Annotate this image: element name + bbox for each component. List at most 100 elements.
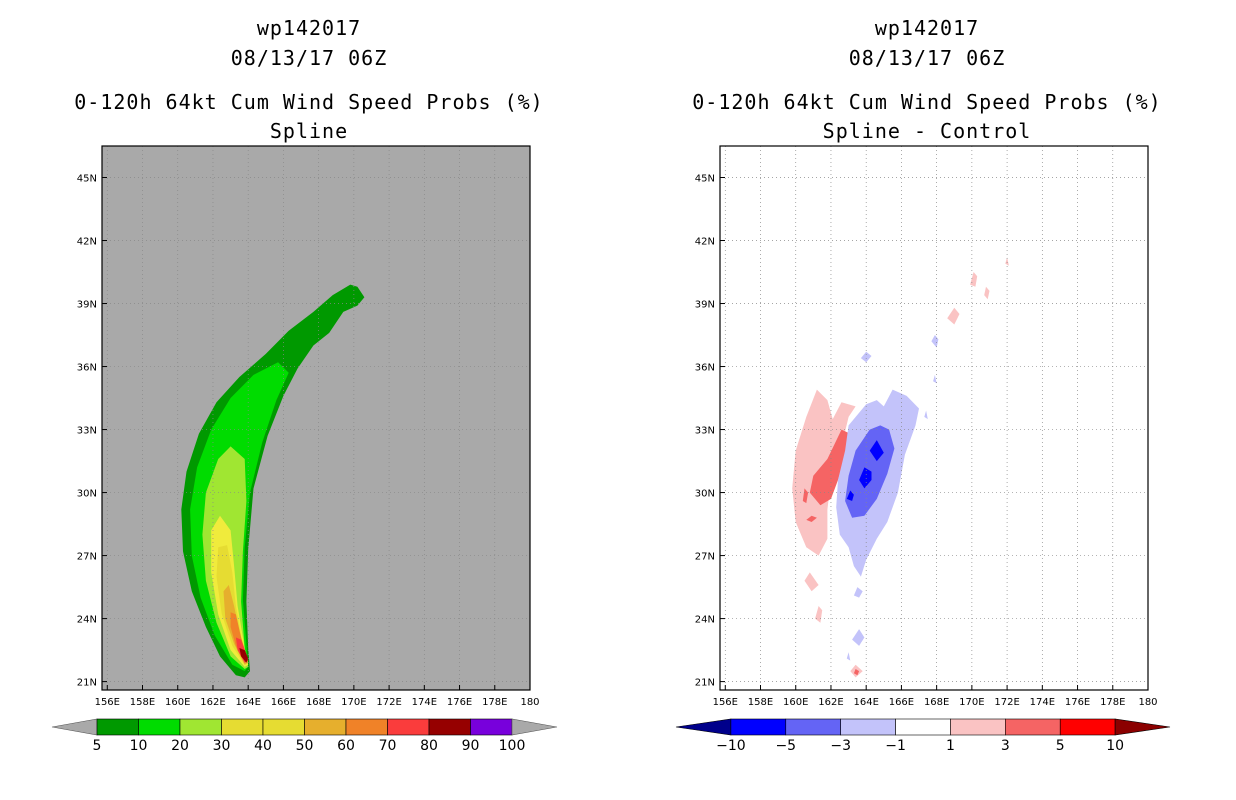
date-title: 08/13/17 06Z [230, 46, 388, 70]
colorbar-swatch [895, 718, 951, 736]
contour-level-3 [853, 669, 860, 676]
x-tick-label: 164E [853, 697, 878, 708]
colorbar-label: −1 [885, 738, 906, 754]
x-tick-label: 162E [200, 697, 225, 708]
contour-level-1 [1005, 257, 1009, 266]
colorbar-label: 50 [296, 738, 314, 754]
colorbar-label: 10 [1106, 738, 1124, 754]
map-background [102, 146, 530, 690]
colorbar-label: 5 [1056, 738, 1065, 754]
colorbar-label: 100 [499, 738, 526, 754]
colorbar: −10 −5 −3 −1 1 3 5 10 [675, 718, 1171, 754]
x-tick-label: 162E [818, 697, 843, 708]
contour-level-neg1 [933, 374, 937, 384]
y-tick-label: 21N [77, 678, 97, 689]
colorbar-swatch [387, 718, 430, 736]
x-tick-label: 156E [713, 697, 738, 708]
contour-level-neg5 [859, 467, 872, 489]
colorbar-swatch [96, 718, 139, 736]
colorbar-swatch [179, 718, 222, 736]
map-chart: 156E 158E 160E 162E 164E 166E 168E 170E 172E 174E… [675, 145, 1171, 754]
x-tick-label: 170E [341, 697, 366, 708]
colorbar-swatch [428, 718, 471, 736]
date-title: 08/13/17 06Z [848, 46, 1006, 70]
contour-level-1 [804, 572, 819, 592]
colorbar-swatch [470, 718, 513, 736]
colorbar-label: 20 [171, 738, 189, 754]
colorbar-label: 80 [420, 738, 438, 754]
colorbar-label: 1 [946, 738, 955, 754]
contour-level-neg1 [846, 652, 851, 661]
colorbar-label: 60 [337, 738, 355, 754]
y-tick-label: 39N [77, 300, 97, 311]
x-tick-label: 160E [783, 697, 808, 708]
main-title: 0-120h 64kt Cum Wind Speed Probs (%) [692, 90, 1162, 114]
x-tick-label: 178E [482, 697, 507, 708]
x-tick-label: 156E [95, 697, 120, 708]
colorbar-swatch [304, 718, 347, 736]
contour-level-neg5 [846, 490, 854, 501]
colorbar-swatch [138, 718, 181, 736]
storm-id-title: wp142017 [874, 16, 980, 40]
contour-level-neg1 [853, 587, 863, 598]
x-tick-label: 172E [994, 697, 1019, 708]
colorbar-label: 5 [93, 738, 102, 754]
x-tick-label: 180 [1138, 697, 1157, 708]
y-tick-label: 30N [77, 489, 97, 500]
y-tick-label: 27N [695, 552, 715, 563]
subtitle: Spline [269, 119, 349, 143]
colorbar-label: 70 [379, 738, 397, 754]
colorbar-swatch [221, 718, 264, 736]
x-tick-label: 164E [235, 697, 260, 708]
colorbar-arrow-right [1114, 718, 1171, 736]
map-chart: 156E 158E 160E 162E 164E 166E 168E 170E 172E 174E… [51, 145, 558, 754]
colorbar: 5 10 20 30 40 50 60 70 80 90 100 [51, 718, 558, 754]
x-tick-label: 174E [1030, 697, 1055, 708]
colorbar-label: −10 [716, 738, 746, 754]
y-tick-label: 33N [695, 426, 715, 437]
x-tick-label: 158E [130, 697, 155, 708]
contour-level-3 [806, 515, 817, 522]
y-tick-label: 30N [695, 489, 715, 500]
contour-level-neg1 [924, 410, 928, 420]
x-tick-label: 176E [1065, 697, 1090, 708]
main-title: 0-120h 64kt Cum Wind Speed Probs (%) [74, 90, 544, 114]
colorbar-arrow-left [675, 718, 732, 736]
colorbar-label: −5 [775, 738, 796, 754]
contour-level-3 [802, 488, 809, 504]
x-tick-label: 176E [447, 697, 472, 708]
colorbar-swatch [345, 718, 388, 736]
x-tick-label: 180 [520, 697, 539, 708]
y-tick-label: 36N [77, 363, 97, 374]
colorbar-swatch [1059, 718, 1116, 736]
y-tick-label: 21N [695, 678, 715, 689]
colorbar-swatch [730, 718, 787, 736]
contour-level-3 [809, 429, 851, 506]
x-tick-label: 160E [165, 697, 190, 708]
colorbar-swatch [840, 718, 896, 736]
x-tick-label: 174E [412, 697, 437, 708]
x-tick-label: 178E [1100, 697, 1125, 708]
y-tick-label: 45N [77, 174, 97, 185]
colorbar-swatch [1005, 718, 1061, 736]
y-tick-label: 27N [77, 552, 97, 563]
colorbar-label: 40 [254, 738, 272, 754]
contour-level-1 [947, 307, 960, 325]
contour-level-1 [984, 286, 990, 300]
left-panel: wp142017 08/13/17 06Z 0-120h 64kt Cum Wi… [51, 16, 558, 754]
colorbar-label: 3 [1001, 738, 1010, 754]
contour-level-neg1 [852, 629, 865, 646]
map-border [101, 145, 531, 691]
right-panel: wp142017 08/13/17 06Z 0-120h 64kt Cum Wi… [618, 0, 1236, 800]
colorbar-label: 30 [213, 738, 231, 754]
colorbar-swatch [950, 718, 1006, 736]
x-tick-label: 166E [889, 697, 914, 708]
x-tick-label: 168E [924, 697, 949, 708]
x-tick-label: 166E [271, 697, 296, 708]
contour-level-neg1 [860, 351, 872, 363]
subtitle: Spline - Control [822, 119, 1032, 143]
colorbar-swatch [785, 718, 841, 736]
y-tick-label: 42N [695, 237, 715, 248]
contour-level-1 [970, 272, 978, 287]
y-tick-label: 45N [695, 174, 715, 185]
